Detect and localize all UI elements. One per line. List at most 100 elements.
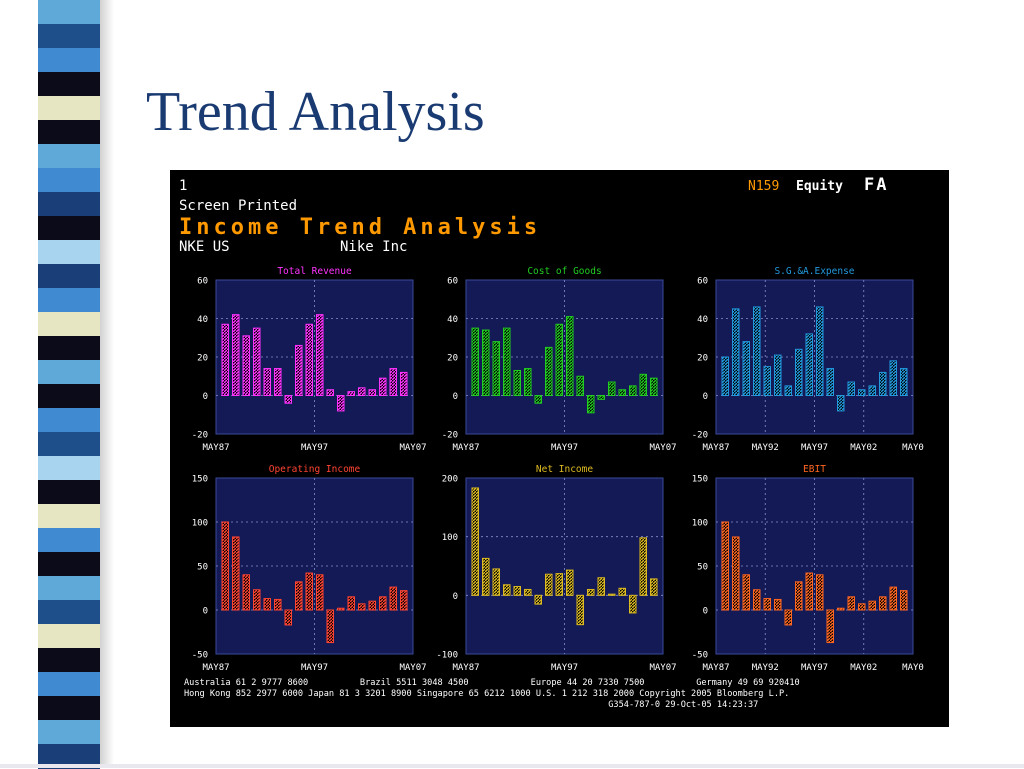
stripe-segment: [38, 288, 100, 313]
y-tick-label: -100: [436, 651, 458, 661]
stripe-segment: [38, 624, 100, 649]
chart-bar: [555, 323, 564, 396]
market-sector: Equity: [796, 179, 843, 194]
chart-bar: [628, 594, 637, 614]
chart-bar: [618, 587, 627, 596]
function-code: N159: [748, 179, 780, 194]
chart-bar: [523, 588, 532, 596]
x-tick-label: MAY92: [752, 443, 779, 453]
y-tick-label: -50: [692, 651, 708, 661]
x-tick-label: MAY87: [452, 443, 479, 453]
chart-bar: [252, 327, 261, 396]
chart-bar: [826, 368, 835, 397]
chart-bar: [326, 609, 335, 644]
page-number: 1: [179, 178, 188, 194]
slide-title: Trend Analysis: [146, 81, 485, 143]
x-tick-label: MAY97: [301, 663, 328, 673]
footer-line-2: Hong Kong 852 2977 6000 Japan 81 3 3201 …: [184, 689, 790, 699]
stripe-segment: [38, 384, 100, 409]
stripe-segment: [38, 600, 100, 625]
chart-bar: [784, 385, 793, 396]
chart-bar: [576, 375, 585, 396]
y-tick-label: 50: [197, 563, 208, 573]
chart-title: S.G.&A.Expense: [774, 266, 854, 277]
chart-bar: [731, 536, 740, 611]
chart-bar: [805, 572, 814, 611]
chart-bar: [555, 573, 564, 596]
chart-bar: [315, 574, 324, 611]
chart-bar: [836, 395, 845, 412]
chart-bar: [794, 581, 803, 611]
y-tick-label: 20: [197, 354, 208, 364]
y-tick-label: 100: [192, 519, 208, 529]
chart-title: EBIT: [803, 464, 826, 475]
chart-bar: [752, 306, 761, 396]
chart-bar: [784, 609, 793, 626]
chart-bar: [597, 395, 606, 400]
chart-bar: [763, 598, 772, 611]
chart-bar: [378, 377, 387, 397]
bottom-rule: [0, 764, 1024, 768]
chart-bar: [252, 589, 261, 611]
y-tick-label: 40: [197, 315, 208, 325]
stripe-segment: [38, 240, 100, 265]
x-tick-label: MAY87: [202, 443, 229, 453]
chart-bar: [305, 323, 314, 396]
chart-bar: [544, 573, 553, 596]
chart-bar: [773, 598, 782, 611]
chart-bar: [878, 596, 887, 611]
chart-bar: [773, 354, 782, 396]
chart-bar: [899, 368, 908, 397]
chart-bar: [649, 377, 658, 397]
y-tick-label: -20: [192, 431, 208, 441]
stripe-segment: [38, 120, 100, 145]
chart-bar: [576, 594, 585, 626]
chart-bar: [836, 607, 845, 611]
chart-bar: [284, 395, 293, 404]
chart-bar: [336, 395, 345, 412]
stripe-segment: [38, 696, 100, 721]
stripe-shadow: [100, 0, 114, 768]
x-tick-label: MAY97: [301, 443, 328, 453]
y-tick-label: 0: [703, 607, 708, 617]
y-tick-label: -20: [692, 431, 708, 441]
stripe-segment: [38, 720, 100, 745]
y-tick-label: 100: [692, 519, 708, 529]
chart-bar: [868, 600, 877, 611]
stripe-segment: [38, 192, 100, 217]
decorative-stripe-bar: [38, 0, 100, 769]
chart-bar: [481, 329, 490, 396]
chart-bar: [857, 389, 866, 397]
chart-bar: [357, 603, 366, 611]
chart-bar: [544, 346, 553, 396]
chart-bar: [294, 581, 303, 611]
chart-bar: [721, 521, 730, 611]
chart-bar: [815, 574, 824, 611]
chart-bar: [471, 487, 480, 596]
y-tick-label: 150: [192, 475, 208, 485]
stripe-segment: [38, 648, 100, 673]
stripe-segment: [38, 264, 100, 289]
x-tick-label: MAY97: [801, 443, 828, 453]
x-tick-label: MAY07: [649, 443, 676, 453]
x-tick-label: MAY92: [752, 663, 779, 673]
x-tick-label: MAY87: [452, 663, 479, 673]
chart-bar: [492, 341, 501, 397]
y-tick-label: 40: [447, 315, 458, 325]
chart-bar: [263, 368, 272, 397]
chart-bar: [586, 395, 595, 414]
y-tick-label: 60: [697, 277, 708, 287]
chart-bar: [347, 596, 356, 611]
y-tick-label: 100: [442, 533, 458, 543]
x-tick-label: MAY02: [850, 663, 877, 673]
chart-bar: [326, 389, 335, 397]
stripe-segment: [38, 168, 100, 193]
chart-bar: [502, 327, 511, 396]
y-tick-label: -50: [192, 651, 208, 661]
stripe-segment: [38, 408, 100, 433]
y-tick-label: 40: [697, 315, 708, 325]
stripe-segment: [38, 216, 100, 241]
x-tick-label: MAY87: [202, 663, 229, 673]
chart-bar: [889, 586, 898, 611]
chart-bar: [628, 385, 637, 396]
